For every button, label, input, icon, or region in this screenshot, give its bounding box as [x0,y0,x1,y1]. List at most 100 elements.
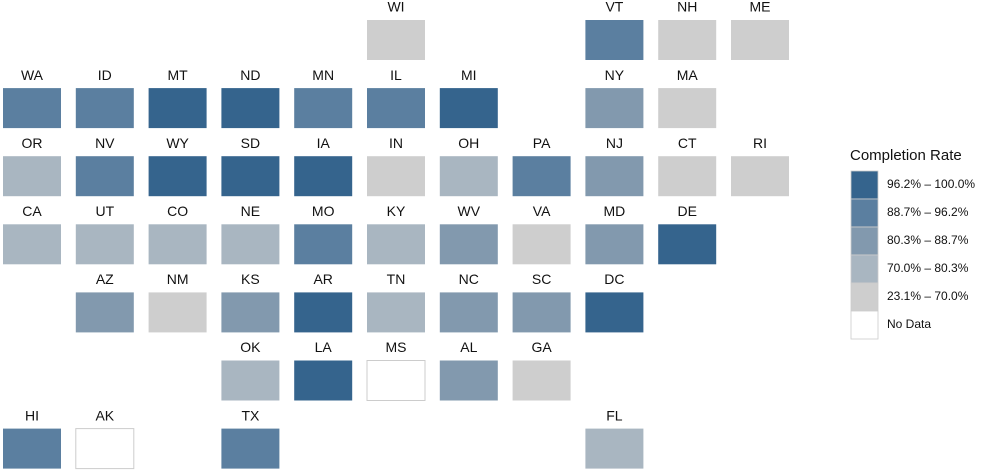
state-tile [294,88,353,129]
state-label: CA [22,203,42,219]
state-tile [366,360,426,401]
state-tile [439,88,498,129]
state-tile [658,88,717,129]
state-label: NM [167,271,189,287]
state-tile [221,428,280,469]
state-tile [658,20,717,60]
legend-swatch [850,226,879,256]
state-label: SD [241,135,260,151]
legend-label: 23.1% – 70.0% [887,289,969,303]
state-label: AL [460,339,477,355]
state-label: WY [166,135,189,151]
state-label: IN [389,135,403,151]
legend-swatch [850,254,879,284]
state-tile [367,88,425,129]
state-label: MI [461,67,477,83]
state-tile [221,156,280,197]
state-label: MO [312,203,335,219]
state-label: CT [678,135,697,151]
legend-label: 70.0% – 80.3% [887,261,969,275]
state-tile [439,360,498,401]
state-tile [512,292,571,333]
state-tile [512,360,571,401]
state-label: FL [606,407,623,423]
state-tile [585,428,644,469]
state-tile [294,156,353,197]
state-label: WI [387,0,404,15]
state-label: OK [240,339,261,355]
state-tile [367,156,425,197]
state-label: KS [241,271,260,287]
state-label: IA [317,135,331,151]
state-tile [731,156,789,197]
state-tile [221,224,280,265]
state-label: VA [533,203,551,219]
state-tile [367,292,425,333]
state-tile [439,292,498,333]
state-tile [75,428,135,470]
legend-swatch [850,310,879,340]
state-label: MT [167,67,188,83]
state-label: MN [312,67,334,83]
state-label: NH [677,0,697,15]
legend-label: 80.3% – 88.7% [887,233,969,247]
state-tile [3,428,61,469]
state-label: MS [386,339,407,355]
state-tile [294,224,353,265]
state-tile [148,88,207,129]
state-tile [221,88,280,129]
state-label: PA [533,135,551,151]
state-label: NY [605,67,625,83]
state-tile [512,156,571,197]
state-label: AZ [96,271,114,287]
state-label: WV [458,203,481,219]
state-label: MA [677,67,699,83]
state-label: NC [459,271,479,287]
state-tile [221,292,280,333]
state-tile [439,156,498,197]
state-label: TN [387,271,406,287]
state-label: RI [753,135,767,151]
state-label: HI [25,407,39,423]
state-label: OH [458,135,479,151]
state-label: ME [750,0,771,15]
state-tile [731,20,789,60]
state-label: ID [98,67,112,83]
state-tile [75,156,134,197]
legend-swatch [850,170,879,200]
state-tile [148,156,207,197]
legend-swatch [850,198,879,228]
state-label: AK [95,407,114,423]
state-tile [585,156,644,197]
state-label: NE [241,203,260,219]
state-tile [585,20,644,60]
state-tile [221,360,280,401]
state-tile [439,224,498,265]
state-label: CO [167,203,188,219]
state-tile [658,224,717,265]
state-tile [367,20,425,60]
state-label: IL [390,67,402,83]
state-label: TX [241,407,260,423]
state-tile [3,224,61,265]
state-tile [294,292,353,333]
state-tile [585,224,644,265]
state-label: WA [21,67,44,83]
state-label: SC [532,271,551,287]
state-tile [148,224,207,265]
state-label: UT [95,203,114,219]
legend-label: 88.7% – 96.2% [887,205,969,219]
state-label: OR [22,135,43,151]
legend-swatch [850,282,879,312]
state-tile [3,88,61,129]
state-label: DC [604,271,624,287]
state-label: GA [531,339,552,355]
state-tile [294,360,353,401]
state-label: DE [677,203,696,219]
legend-label: No Data [887,317,931,331]
state-tile [75,292,134,333]
legend-title: Completion Rate [850,147,962,164]
state-tile [75,88,134,129]
state-tile [658,156,717,197]
